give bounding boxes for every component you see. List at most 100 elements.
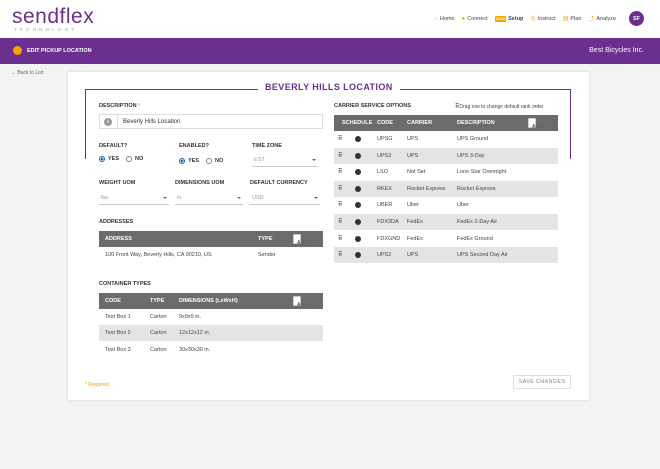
enabled-no-label: NO [215,158,224,164]
table-row[interactable]: ⠿ UPS2 UPS UPS Second Day Air [334,247,558,264]
table-row[interactable]: Test Box 2 Carton 12x12x12 in. [99,325,323,341]
table-row[interactable]: Test Box 3 Carton 30x30x30 in. [99,342,323,358]
timezone-label: TIME ZONE [252,143,282,149]
weight-uom-value: lbs. [101,195,110,201]
enabled-yes-label: YES [188,158,200,164]
carrier-description-cell: UPS 3-Day [457,152,485,159]
code-column-header: CODE [105,298,121,304]
nav-home[interactable]: ⌂ Home [434,14,454,23]
carrier-column-header: CARRIER [407,120,433,126]
container-table-header: CODE TYPE DIMENSIONS (LxWxH) + ADD [99,293,323,309]
carrier-description-cell: Rocket Express [457,185,496,192]
nav-analyze[interactable]: ⤴ Analyze [588,14,616,24]
logo[interactable]: sendflex TECHNOLOGY [12,6,94,32]
required-note: * Required [85,382,109,388]
drag-handle-icon[interactable]: ⠿ [338,169,343,176]
nav-plan-label: Plan [570,15,582,22]
clock-icon[interactable] [355,136,361,142]
carrier-name-cell: UPS [407,136,419,142]
carrier-code-cell: UPSG [377,136,393,142]
table-row[interactable]: ⠿ UPSG UPS UPS Ground [334,131,558,147]
address-column-header: ADDRESS [105,236,132,242]
table-row[interactable]: ⠿ FDXGND FedEx FedEx Ground [334,231,558,247]
table-row[interactable]: 100 Front Way, Beverly Hills, CA 90210, … [99,247,323,263]
add-carrier-label: ADD [532,124,543,130]
dimensions-uom-select[interactable]: in. [175,193,243,205]
container-code-cell: Test Box 3 [105,347,131,353]
carrier-name-cell: Uber [407,202,419,209]
default-yes-label: YES [108,156,120,162]
drag-handle-icon[interactable]: ⠿ [338,185,343,192]
carrier-code-cell: FDXGND [377,235,401,242]
table-row[interactable]: Test Box 1 Carton 9x9x9 in. [99,309,323,325]
default-yes-radio[interactable] [99,156,105,162]
add-container-button[interactable]: + ADD [293,296,308,308]
nav-connect-label: Connect [467,15,488,22]
clock-icon[interactable] [355,152,361,159]
avatar[interactable]: SF [629,11,644,26]
drag-handle-icon[interactable]: ⠿ [338,202,343,209]
carrier-code-cell: FDX2DA [377,219,399,225]
default-no-radio[interactable] [126,156,133,162]
save-changes-button[interactable]: SAVE CHANGES [513,375,571,389]
carrier-service-title: CARRIER SERVICE OPTIONS [334,103,411,109]
type-column-header: TYPE [150,298,165,304]
carrier-description-cell: Uber [457,202,469,209]
schedule-column-header: SCHEDULE [342,120,373,126]
drag-handle-icon[interactable]: ⠿ [338,136,343,142]
table-row[interactable]: ⠿ RKEX Rocket Express Rocket Express [334,180,558,197]
nav-setup[interactable]: ▭▭ Setup [494,14,523,23]
nav-home-label: Home [439,15,455,22]
container-type-cell: Carton [150,314,167,320]
carrier-name-cell: FedEx [407,219,423,225]
clock-icon[interactable] [355,219,361,225]
code-column-header: CODE [377,120,393,126]
container-types-title: CONTAINER TYPES [99,281,151,287]
clock-icon[interactable] [355,202,361,209]
main-nav: ⌂ Home ● Connect ▭▭ Setup ◎ Instruct ▤ Plan ⤴… [434,14,616,23]
clock-icon[interactable] [355,235,361,242]
container-code-cell: Test Box 1 [105,314,131,320]
drag-handle-icon[interactable]: ⠿ [338,152,343,159]
clock-icon[interactable] [355,169,361,176]
instruct-icon: ◎ [530,16,536,22]
dimensions-uom-value: in. [177,195,183,201]
nav-connect[interactable]: ● Connect [462,14,488,23]
add-address-button[interactable]: + ADD [293,234,308,246]
addresses-title: ADDRESSES [99,219,134,225]
container-dims-cell: 30x30x30 in. [179,347,211,353]
carrier-code-cell: RKEX [377,185,392,192]
page-header-bar: EDIT PICKUP LOCATION Best Bicycles Inc. [0,38,660,64]
carrier-code-cell: UPS3 [377,152,392,159]
add-carrier-button[interactable]: + ADD [528,118,543,130]
carrier-code-cell: LSO [377,169,389,176]
carrier-code-cell: UBER [377,202,393,209]
nav-plan[interactable]: ▤ Plan [563,14,582,23]
description-value: Beverly Hills Location [123,119,181,125]
drag-handle-icon[interactable]: ⠿ [338,219,343,225]
back-to-list-link[interactable]: ← Back to List [11,70,44,76]
table-row[interactable]: ⠿ UBER Uber Uber [334,197,558,213]
table-row[interactable]: ⠿ LSO Not Set Lone Star Overnight [334,164,558,180]
enabled-no-radio[interactable] [206,158,213,164]
carrier-name-cell: UPS [407,252,419,259]
weight-uom-select[interactable]: lbs. [99,193,169,205]
table-row[interactable]: ⠿ FDX2DA FedEx FedEx 2-Day Air [334,214,558,230]
enabled-label: ENABLED? [179,143,209,149]
carrier-description-cell: FedEx 2-Day Air [457,219,498,225]
card-title: BEVERLY HILLS LOCATION [258,82,400,92]
description-input[interactable]: i Beverly Hills Location [99,114,323,129]
timezone-select[interactable]: EST [252,155,318,167]
page-title: EDIT PICKUP LOCATION [27,48,92,54]
chevron-down-icon [163,197,167,199]
currency-select[interactable]: USD [250,193,320,205]
logo-subtext: TECHNOLOGY [14,27,78,32]
enabled-yes-radio[interactable] [179,158,185,164]
table-row[interactable]: ⠿ UPS3 UPS UPS 3-Day [334,147,558,164]
info-icon: i [104,118,112,126]
clock-icon[interactable] [355,252,361,259]
nav-instruct[interactable]: ◎ Instruct [530,14,555,23]
drag-handle-icon[interactable]: ⠿ [338,235,343,242]
drag-handle-icon[interactable]: ⠿ [338,252,343,259]
clock-icon[interactable] [355,185,361,192]
